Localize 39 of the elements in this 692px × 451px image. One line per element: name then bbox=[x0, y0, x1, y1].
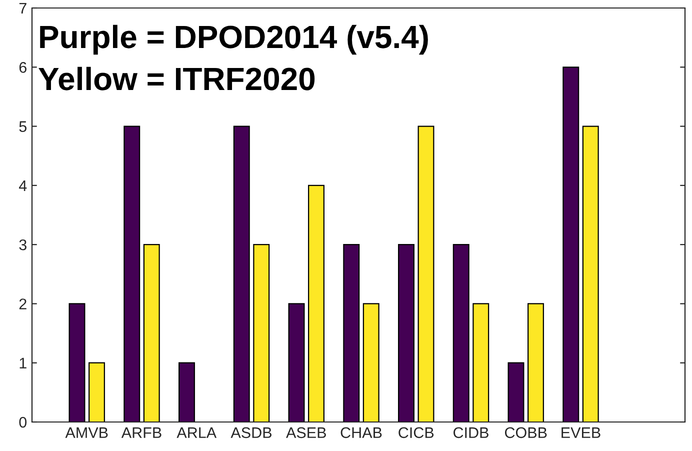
bar bbox=[452, 244, 470, 422]
y-tick-label: 2 bbox=[19, 298, 26, 310]
bar bbox=[528, 303, 544, 422]
y-tick-label: 4 bbox=[18, 180, 27, 191]
y-tick-label: 7 bbox=[19, 3, 26, 14]
bar bbox=[562, 66, 580, 422]
bar bbox=[398, 244, 414, 422]
bar bbox=[143, 244, 160, 422]
y-tick-label: 5 bbox=[19, 121, 26, 132]
annotation: Purple = DPOD2014 (v5.4) bbox=[40, 24, 428, 55]
bar bbox=[472, 303, 490, 422]
bar bbox=[178, 362, 195, 422]
bar bbox=[88, 362, 105, 422]
bar bbox=[68, 303, 86, 422]
bar bbox=[233, 126, 250, 422]
x-tick-label: ASEB bbox=[286, 427, 326, 438]
x-tick-label: COBB bbox=[504, 427, 547, 438]
y-tick-label: 1 bbox=[20, 358, 26, 368]
annotation: Yellow = ITRF2020 bbox=[38, 66, 315, 90]
x-tick-label: CIDB bbox=[454, 427, 488, 438]
bar bbox=[582, 126, 599, 422]
y-tick-label: 0 bbox=[19, 416, 27, 428]
x-tick-label: CHAB bbox=[340, 427, 382, 438]
bar bbox=[308, 184, 324, 422]
bar bbox=[124, 126, 140, 422]
bar bbox=[508, 362, 524, 422]
x-tick-label: ARLA bbox=[176, 427, 217, 438]
x-tick-label: EVEB bbox=[562, 427, 600, 438]
bar bbox=[418, 126, 434, 422]
x-tick-label: ASDB bbox=[230, 427, 272, 438]
y-tick-label: 6 bbox=[19, 62, 26, 73]
bar bbox=[288, 303, 305, 422]
x-tick-label: CICB bbox=[398, 427, 434, 438]
x-tick-label: AMVB bbox=[65, 427, 108, 438]
x-tick-label: ARFB bbox=[121, 427, 162, 438]
bar bbox=[253, 244, 270, 422]
y-tick-label: 3 bbox=[19, 239, 26, 250]
bar bbox=[343, 244, 360, 422]
bar bbox=[362, 303, 380, 422]
